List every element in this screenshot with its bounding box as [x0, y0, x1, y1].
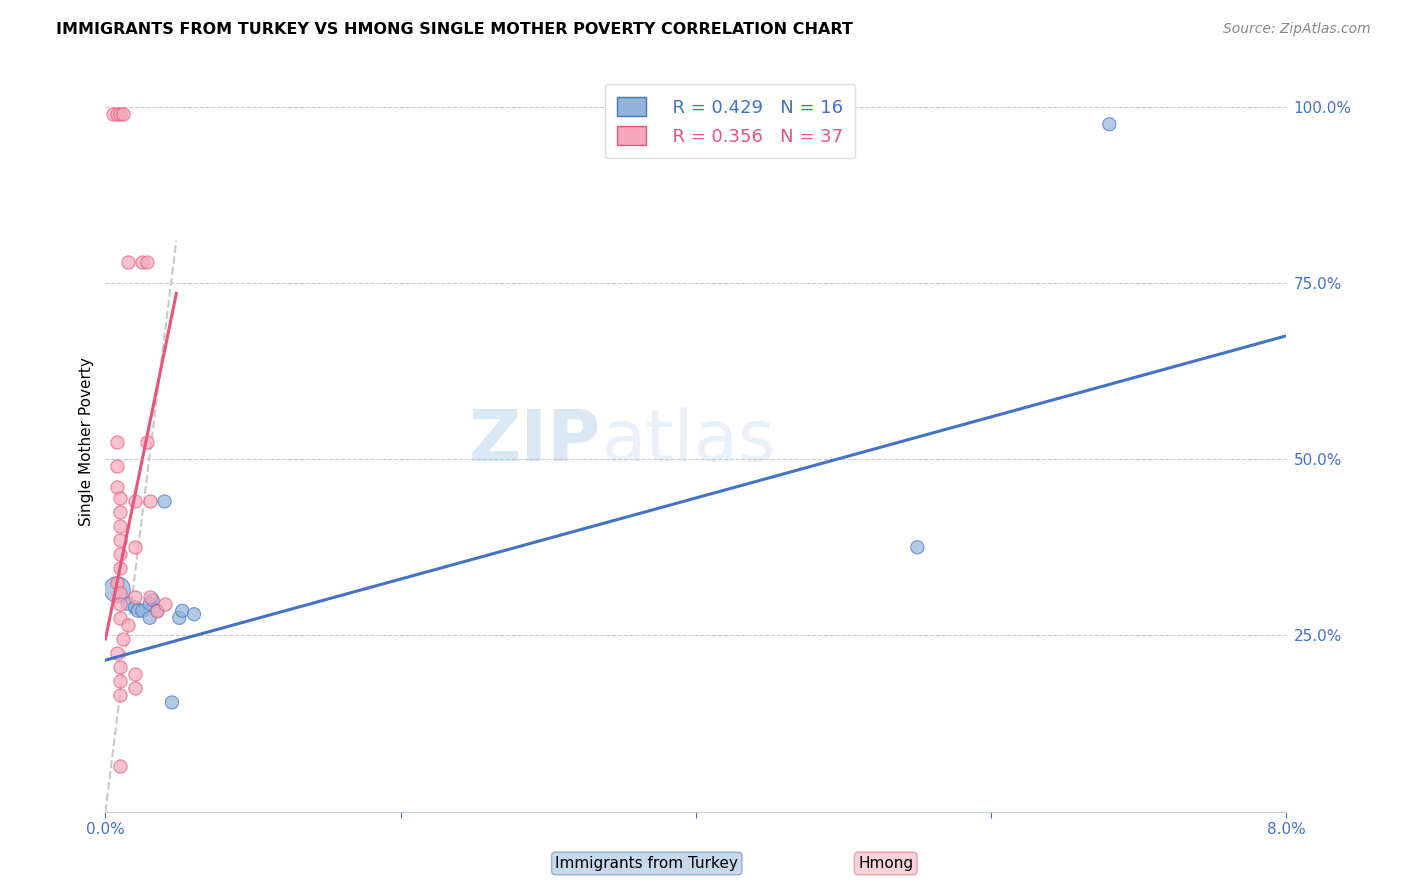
Point	[124, 681, 146, 696]
Point	[117, 618, 139, 632]
Point	[110, 597, 132, 611]
Point	[124, 667, 146, 681]
Point	[131, 254, 153, 268]
Point	[138, 494, 162, 508]
Point	[110, 759, 132, 773]
Point	[105, 582, 128, 597]
Point	[131, 604, 153, 618]
Point	[110, 505, 132, 519]
Point	[110, 561, 132, 575]
Point	[105, 434, 128, 449]
Point	[105, 480, 128, 494]
Point	[105, 575, 128, 590]
Point	[124, 541, 146, 555]
Point	[135, 434, 157, 449]
Point	[110, 611, 132, 625]
Point	[153, 597, 176, 611]
Point	[146, 604, 169, 618]
Point	[124, 590, 146, 604]
Text: IMMIGRANTS FROM TURKEY VS HMONG SINGLE MOTHER POVERTY CORRELATION CHART: IMMIGRANTS FROM TURKEY VS HMONG SINGLE M…	[56, 22, 853, 37]
Point	[135, 254, 157, 268]
Point	[124, 494, 146, 508]
Point	[110, 533, 132, 548]
Point	[138, 597, 162, 611]
Point	[110, 106, 132, 120]
Point	[172, 604, 194, 618]
Point	[153, 494, 176, 508]
Point	[105, 459, 128, 474]
Point	[127, 604, 149, 618]
Text: Hmong: Hmong	[858, 856, 914, 871]
Point	[110, 547, 132, 561]
Text: Source: ZipAtlas.com: Source: ZipAtlas.com	[1223, 22, 1371, 37]
Y-axis label: Single Mother Poverty: Single Mother Poverty	[79, 357, 94, 526]
Point	[138, 590, 162, 604]
Text: ZIP: ZIP	[470, 407, 602, 476]
Point	[142, 593, 165, 607]
Point	[110, 689, 132, 703]
Point	[1098, 117, 1121, 131]
Point	[146, 604, 169, 618]
Point	[905, 541, 928, 555]
Point	[112, 632, 135, 646]
Point	[138, 611, 162, 625]
Text: atlas: atlas	[602, 407, 776, 476]
Point	[110, 660, 132, 674]
Point	[101, 106, 124, 120]
Point	[105, 106, 128, 120]
Point	[169, 611, 191, 625]
Point	[117, 254, 139, 268]
Text: Immigrants from Turkey: Immigrants from Turkey	[555, 856, 738, 871]
Point	[110, 519, 132, 533]
Point	[110, 491, 132, 505]
Point	[110, 586, 132, 600]
Point	[124, 600, 146, 615]
Point	[105, 646, 128, 660]
Point	[117, 597, 139, 611]
Legend:   R = 0.429   N = 16,   R = 0.356   N = 37: R = 0.429 N = 16, R = 0.356 N = 37	[605, 84, 855, 158]
Point	[183, 607, 205, 622]
Point	[160, 695, 183, 709]
Point	[110, 674, 132, 689]
Point	[112, 106, 135, 120]
